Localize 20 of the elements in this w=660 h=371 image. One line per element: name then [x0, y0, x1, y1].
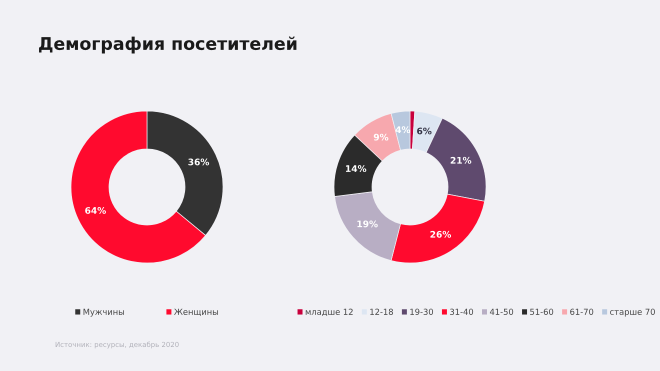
legend-label: 51-60 [530, 308, 554, 315]
data-label: 14% [346, 165, 366, 172]
legend-label: 41-50 [490, 308, 514, 315]
legend-label: 12-18 [370, 308, 393, 315]
data-label: 21% [450, 156, 472, 164]
legend-label: 19-30 [410, 308, 434, 315]
data-label: 9% [374, 134, 388, 141]
data-label: 19% [357, 220, 378, 228]
data-label: 26% [430, 230, 452, 238]
chart-title: Демография посетителей [39, 36, 296, 54]
legend-label: Мужчины [84, 308, 124, 317]
legend-label: 31-40 [450, 308, 474, 315]
data-label: 4% [396, 126, 410, 134]
legend-label: 61-70 [570, 308, 594, 315]
legend-label: младше 12 [306, 308, 353, 316]
legend-label: Женщины [174, 308, 218, 316]
legend-label: старше 70 [610, 308, 655, 317]
data-label: 36% [188, 158, 210, 166]
data-label: 6% [417, 128, 432, 134]
data-label: 64% [85, 207, 106, 214]
